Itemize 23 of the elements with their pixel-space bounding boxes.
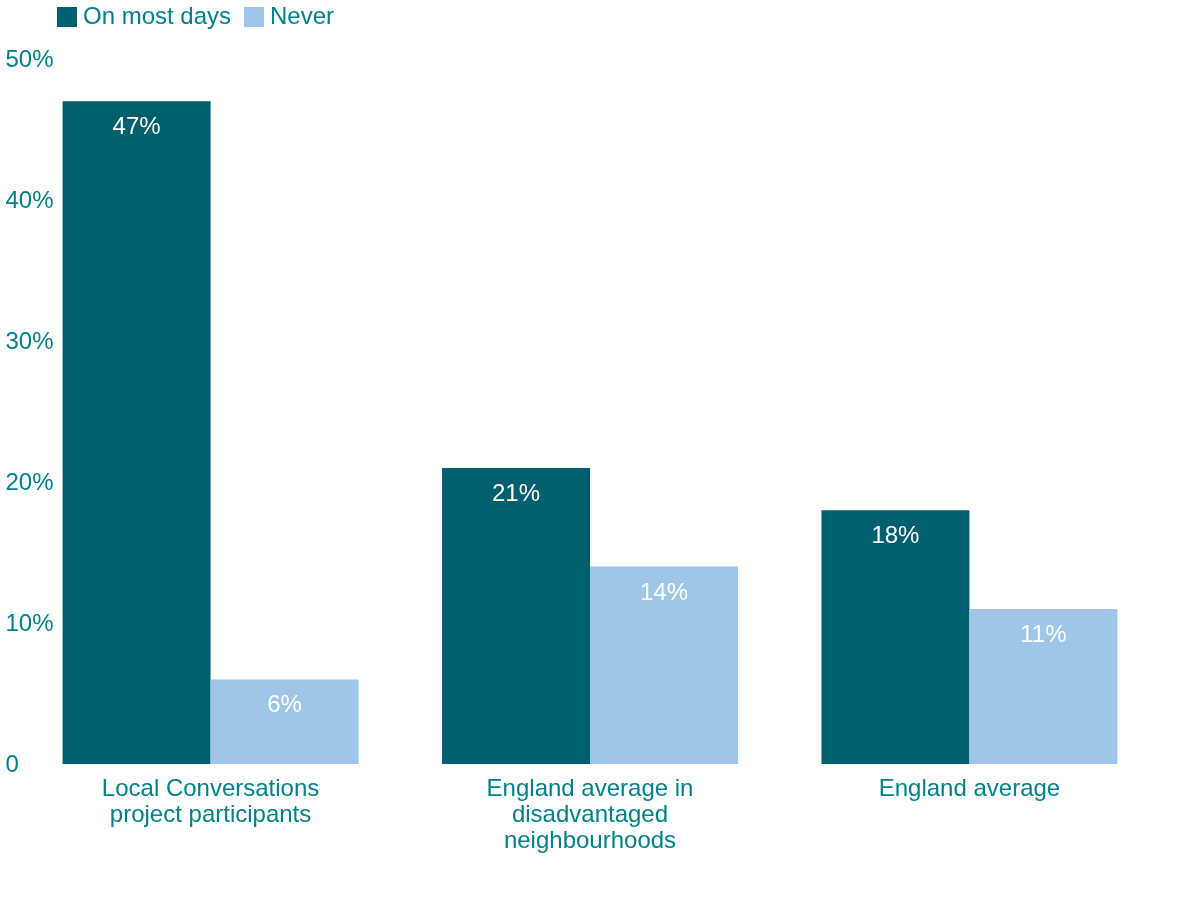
x-tick-label: England average bbox=[878, 773, 1061, 801]
y-tick-label: 40% bbox=[5, 185, 54, 213]
y-tick-label: 0 bbox=[5, 749, 19, 777]
bar bbox=[62, 101, 211, 764]
data-label: 11% bbox=[1020, 619, 1067, 647]
y-tick-label: 50% bbox=[5, 44, 54, 72]
x-tick-label: Local Conversations project participants bbox=[101, 773, 320, 827]
legend-label: Never bbox=[270, 2, 335, 29]
data-label: 14% bbox=[639, 577, 689, 605]
y-tick-label: 20% bbox=[5, 467, 54, 495]
data-label: 18% bbox=[871, 521, 920, 549]
bar bbox=[210, 679, 359, 764]
x-tick-label: England average in disadvantaged neighbourhoods bbox=[486, 773, 694, 853]
data-label: 21% bbox=[491, 478, 541, 506]
bar bbox=[442, 467, 590, 764]
bar bbox=[590, 566, 738, 764]
y-tick-label: 10% bbox=[5, 608, 54, 636]
bar bbox=[969, 608, 1118, 764]
bar bbox=[821, 510, 970, 764]
data-label: 47% bbox=[112, 112, 161, 140]
y-tick-label: 30% bbox=[5, 326, 54, 354]
data-label: 6% bbox=[267, 690, 302, 718]
legend-label: On most days bbox=[83, 2, 232, 29]
